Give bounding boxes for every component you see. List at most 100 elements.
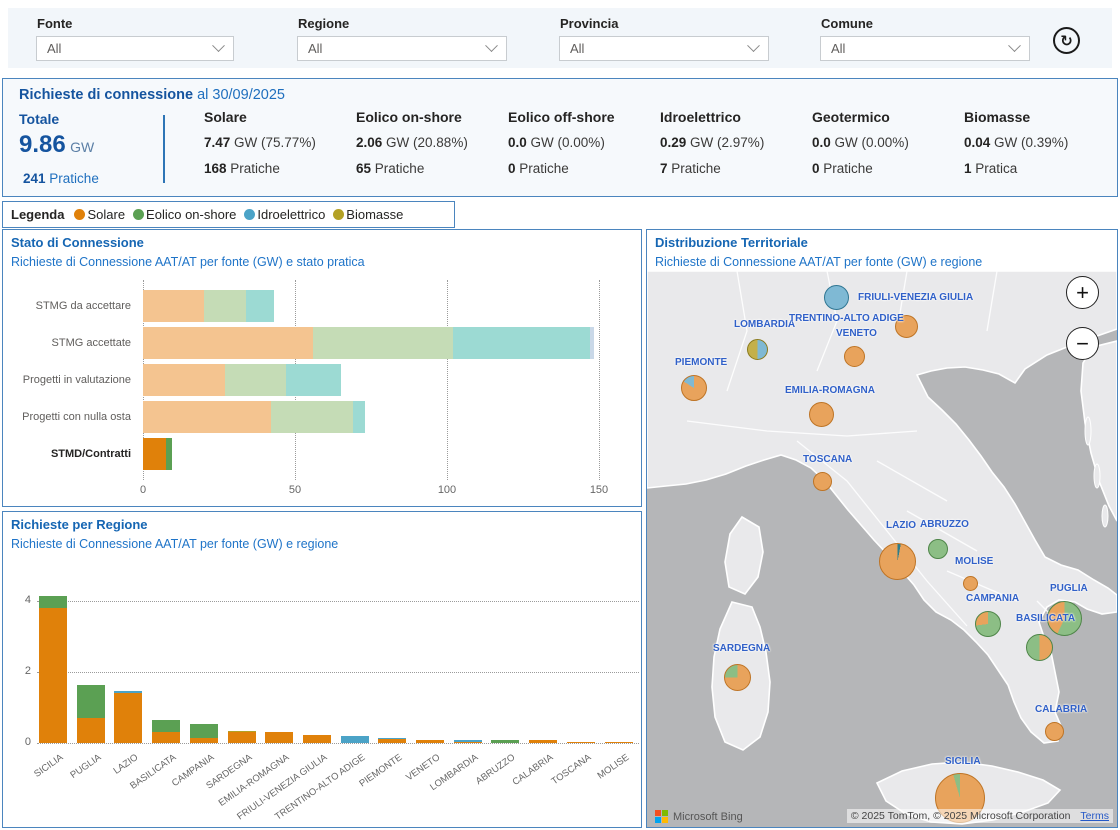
map-region-label-lazio: LAZIO	[886, 520, 916, 531]
stato-gridline	[447, 280, 448, 480]
regione-bar-veneto[interactable]	[416, 740, 444, 743]
map-marker-lazio[interactable]	[879, 543, 916, 580]
refresh-icon: ↻	[1060, 32, 1073, 50]
map-marker-piemonte[interactable]	[681, 375, 707, 401]
map-region-label-piemonte: PIEMONTE	[675, 357, 727, 368]
kpi-source-value: 0.0 GW (0.00%)	[812, 135, 964, 150]
filter-regione-value: All	[308, 41, 322, 56]
regione-bar-segment	[416, 740, 444, 743]
regione-chart: 024SICILIAPUGLIALAZIOBASILICATACAMPANIAS…	[3, 512, 641, 827]
map-marker-lombardia[interactable]	[747, 339, 768, 360]
chevron-down-icon	[1008, 39, 1021, 52]
kpi-source-0: Solare7.47 GW (75.77%)168 Pratiche	[204, 109, 356, 176]
map-marker-veneto[interactable]	[844, 346, 865, 367]
kpi-source-3: Idroelettrico0.29 GW (2.97%)7 Pratiche	[660, 109, 812, 176]
stato-bar-0[interactable]	[143, 290, 274, 322]
stato-bar-segment	[166, 438, 172, 470]
regione-bar-basilicata[interactable]	[152, 720, 180, 743]
regione-bar-segment	[228, 732, 256, 743]
legend-item-3: Biomasse	[333, 207, 403, 222]
map-zoom-out-button[interactable]: −	[1066, 327, 1099, 360]
filter-provincia-select[interactable]: All	[559, 36, 769, 61]
regione-bar-friuli-venezia-giulia[interactable]	[303, 735, 331, 743]
kpi-source-name: Eolico off-shore	[508, 109, 660, 125]
map-region-label-campania: CAMPANIA	[966, 593, 1019, 604]
regione-bar-sardegna[interactable]	[228, 731, 256, 743]
stato-bar-segment	[143, 290, 204, 322]
kpi-total-count: 241 Pratiche	[23, 171, 99, 186]
reset-filters-button[interactable]: ↻	[1053, 27, 1080, 54]
filter-comune-select[interactable]: All	[820, 36, 1030, 61]
map-marker-emilia-romagna[interactable]	[809, 402, 834, 427]
map-region-label-molise: MOLISE	[955, 556, 993, 567]
regione-bar-lombardia[interactable]	[454, 740, 482, 743]
filter-comune: ComuneAll	[820, 8, 1030, 68]
regione-bar-trentino-alto-adige[interactable]	[341, 736, 369, 743]
kpi-source-count: 168 Pratiche	[204, 161, 356, 176]
kpi-source-value: 0.29 GW (2.97%)	[660, 135, 812, 150]
stato-axis-tick: 50	[280, 484, 310, 496]
map-marker-campania[interactable]	[975, 611, 1001, 637]
stato-di-connessione-panel: Stato di Connessione Richieste di Connes…	[2, 229, 642, 507]
map-marker-basilicata[interactable]	[1026, 634, 1053, 661]
stato-bar-segment	[246, 290, 273, 322]
regione-bar-sicilia[interactable]	[39, 596, 67, 743]
kpi-source-value: 0.04 GW (0.39%)	[964, 135, 1116, 150]
stato-bar-segment	[590, 327, 595, 359]
regione-bar-segment	[39, 608, 67, 743]
stato-chart: 050100150STMG da accettareSTMG accettate…	[3, 230, 641, 506]
regione-bar-toscana[interactable]	[567, 742, 595, 743]
filter-fonte: FonteAll	[36, 8, 234, 68]
kpi-source-count: 0 Pratiche	[812, 161, 964, 176]
stato-bar-4[interactable]	[143, 438, 172, 470]
kpi-total-number: 9.86	[19, 131, 66, 158]
filter-fonte-select[interactable]: All	[36, 36, 234, 61]
stato-bar-segment	[225, 364, 286, 396]
filter-regione: Regione All	[297, 8, 507, 68]
regione-gridline	[37, 672, 639, 673]
regione-axis-tick: 2	[17, 665, 31, 677]
map-region-label-sardegna: SARDEGNA	[713, 643, 770, 654]
kpi-source-value: 7.47 GW (75.77%)	[204, 135, 356, 150]
legend-color-dot	[133, 209, 144, 220]
map-marker-trentino-alto-adige[interactable]	[824, 285, 849, 310]
stato-bar-segment	[143, 438, 166, 470]
stato-category-label: Progetti con nulla osta	[3, 401, 131, 433]
regione-bar-calabria[interactable]	[529, 740, 557, 743]
stato-bar-2[interactable]	[143, 364, 341, 396]
regione-bar-segment	[77, 718, 105, 743]
regione-bar-segment	[529, 740, 557, 743]
regione-bar-segment	[152, 720, 180, 732]
regione-bar-segment	[77, 685, 105, 717]
map-marker-calabria[interactable]	[1045, 722, 1064, 741]
richieste-per-regione-panel: Richieste per Regione Richieste di Conne…	[2, 511, 642, 828]
stato-bar-1[interactable]	[143, 327, 594, 359]
map-region-label-friuli-venezia-giulia: FRIULI-VENEZIA GIULIA	[858, 292, 973, 303]
regione-bar-molise[interactable]	[605, 742, 633, 743]
regione-bar-puglia[interactable]	[77, 685, 105, 743]
filter-provincia-label: Provincia	[560, 16, 619, 31]
regione-bar-abruzzo[interactable]	[491, 740, 519, 743]
map-zoom-in-button[interactable]: +	[1066, 276, 1099, 309]
kpi-title: Richieste di connessione	[19, 87, 193, 103]
stato-bar-segment	[286, 364, 341, 396]
regione-gridline	[37, 743, 639, 744]
italy-map[interactable]: PIEMONTELOMBARDIATRENTINO-ALTO ADIGEVENE…	[647, 271, 1117, 828]
regione-gridline	[37, 601, 639, 602]
regione-bar-piemonte[interactable]	[378, 738, 406, 743]
regione-bar-campania[interactable]	[190, 724, 218, 743]
map-marker-molise[interactable]	[963, 576, 978, 591]
terms-link[interactable]: Terms	[1080, 810, 1109, 822]
kpi-total-value: 9.86 GW	[19, 131, 99, 159]
legend-title: Legenda	[11, 207, 64, 222]
legend-item-2: Idroelettrico	[244, 207, 325, 222]
filter-regione-label: Regione	[298, 16, 349, 31]
regione-bar-lazio[interactable]	[114, 691, 142, 743]
map-marker-sardegna[interactable]	[724, 664, 751, 691]
regione-bar-emilia-romagna[interactable]	[265, 732, 293, 743]
legend-items: SolareEolico on-shoreIdroelettricoBiomas…	[74, 207, 411, 222]
map-marker-toscana[interactable]	[813, 472, 832, 491]
filter-regione-select[interactable]: All	[297, 36, 507, 61]
stato-bar-3[interactable]	[143, 401, 365, 433]
map-marker-abruzzo[interactable]	[928, 539, 948, 559]
